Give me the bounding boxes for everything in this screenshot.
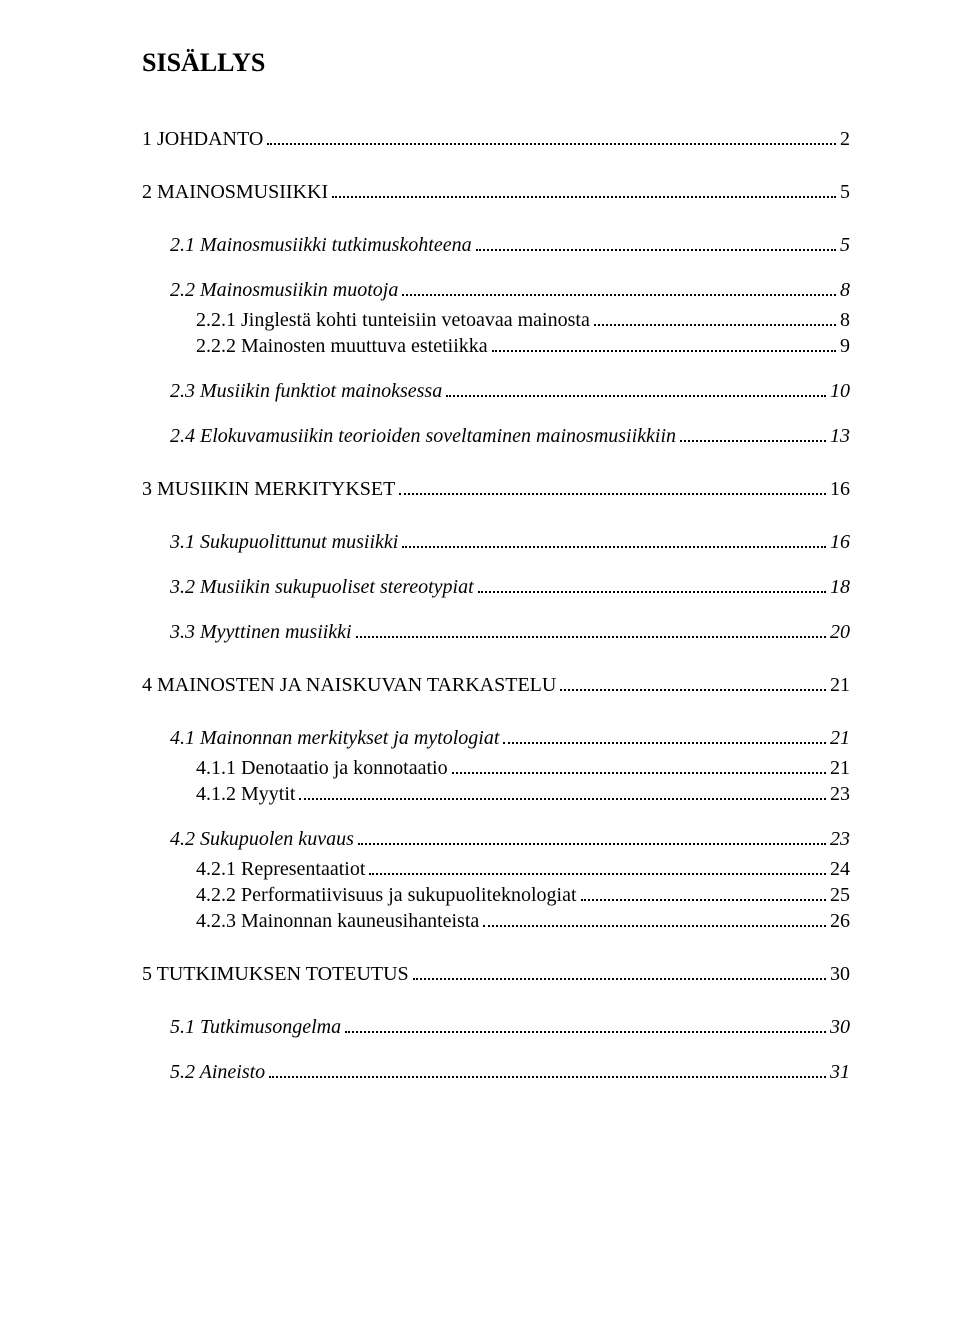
toc-leader-dots [594,314,836,326]
toc-leader-dots [413,968,826,980]
toc-entry-label: 4.1 Mainonnan merkitykset ja mytologiat [170,727,499,750]
toc-entry-label: 2.2 Mainosmusiikin muotoja [170,279,398,302]
toc-entry: 4.2 Sukupuolen kuvaus 23 [142,828,850,851]
toc-entry-label: 3.1 Sukupuolittunut musiikki [170,531,398,554]
toc-entry-page: 16 [830,478,850,501]
toc-entry-page: 30 [830,963,850,986]
page-title: SISÄLLYS [142,48,850,78]
toc-entry: 2.3 Musiikin funktiot mainoksessa 10 [142,380,850,403]
toc-entry-page: 25 [830,884,850,907]
toc-leader-dots [478,581,826,593]
toc-entry-page: 16 [830,531,850,554]
toc-entry: 2.1 Mainosmusiikki tutkimuskohteena 5 [142,234,850,257]
toc-leader-dots [452,762,826,774]
toc-leader-dots [680,430,826,442]
toc-entry-label: 4 MAINOSTEN JA NAISKUVAN TARKASTELU [142,674,556,697]
toc-leader-dots [483,915,826,927]
toc-entry-page: 26 [830,910,850,933]
toc-entry-label: 3.2 Musiikin sukupuoliset stereotypiat [170,576,474,599]
toc-entry-label: 4.2 Sukupuolen kuvaus [170,828,354,851]
toc-leader-dots [399,483,826,495]
toc-entry-page: 21 [830,757,850,780]
toc-entry-page: 13 [830,425,850,448]
toc-entry-page: 21 [830,674,850,697]
toc-leader-dots [402,284,836,296]
toc-entry-page: 5 [840,181,850,204]
toc-entry-label: 4.1.2 Myytit [196,783,295,806]
toc-entry-label: 3 MUSIIKIN MERKITYKSET [142,478,395,501]
toc-entry-page: 8 [840,279,850,302]
toc-entry: 3.1 Sukupuolittunut musiikki 16 [142,531,850,554]
toc-entry: 2.2.1 Jinglestä kohti tunteisiin vetoava… [142,309,850,332]
document-page: SISÄLLYS 1 JOHDANTO22 MAINOSMUSIIKKI52.1… [0,0,960,1318]
toc-entry-label: 1 JOHDANTO [142,128,263,151]
toc-leader-dots [446,385,826,397]
toc-entry-page: 10 [830,380,850,403]
toc-entry-page: 24 [830,858,850,881]
toc-entry: 4.2.3 Mainonnan kauneusihanteista 26 [142,910,850,933]
toc-leader-dots [299,788,826,800]
toc-leader-dots [267,133,836,145]
toc-entry: 2 MAINOSMUSIIKKI 5 [142,181,850,204]
toc-entry: 5.1 Tutkimusongelma 30 [142,1016,850,1039]
toc-entry-page: 2 [840,128,850,151]
toc-leader-dots [402,536,826,548]
toc-entry: 3 MUSIIKIN MERKITYKSET 16 [142,478,850,501]
toc-entry: 5 TUTKIMUKSEN TOTEUTUS 30 [142,963,850,986]
toc-entry-label: 2.1 Mainosmusiikki tutkimuskohteena [170,234,472,257]
toc-leader-dots [269,1066,826,1078]
toc-entry-label: 2 MAINOSMUSIIKKI [142,181,328,204]
toc-entry-page: 30 [830,1016,850,1039]
toc-entry-label: 4.2.3 Mainonnan kauneusihanteista [196,910,479,933]
toc-entry-label: 4.1.1 Denotaatio ja konnotaatio [196,757,448,780]
toc-leader-dots [581,889,826,901]
toc-entry-label: 4.2.1 Representaatiot [196,858,365,881]
toc-leader-dots [503,732,826,744]
toc-entry-label: 5.1 Tutkimusongelma [170,1016,341,1039]
toc-entry: 3.3 Myyttinen musiikki 20 [142,621,850,644]
toc-entry-label: 4.2.2 Performatiivisuus ja sukupuolitekn… [196,884,577,907]
toc-entry: 4.1.1 Denotaatio ja konnotaatio 21 [142,757,850,780]
toc-entry-label: 5 TUTKIMUKSEN TOTEUTUS [142,963,409,986]
toc-entry-page: 18 [830,576,850,599]
toc-leader-dots [560,679,826,691]
toc-leader-dots [345,1021,826,1033]
toc-entry-page: 20 [830,621,850,644]
toc-leader-dots [356,626,826,638]
toc-entry-page: 5 [840,234,850,257]
toc-leader-dots [492,340,836,352]
toc-entry-page: 21 [830,727,850,750]
toc-leader-dots [476,239,836,251]
toc-entry-label: 2.2.1 Jinglestä kohti tunteisiin vetoava… [196,309,590,332]
toc-entry-label: 2.2.2 Mainosten muuttuva estetiikka [196,335,488,358]
toc-entry: 4.1 Mainonnan merkitykset ja mytologiat 2… [142,727,850,750]
toc-entry-label: 3.3 Myyttinen musiikki [170,621,352,644]
toc-leader-dots [358,833,826,845]
toc-entry: 4.1.2 Myytit 23 [142,783,850,806]
toc-entry-page: 23 [830,828,850,851]
toc-entry-page: 8 [840,309,850,332]
toc-leader-dots [369,863,826,875]
toc-entry-label: 5.2 Aineisto [170,1061,265,1084]
toc-entry: 2.2 Mainosmusiikin muotoja 8 [142,279,850,302]
toc-entry: 2.4 Elokuvamusiikin teorioiden soveltami… [142,425,850,448]
toc-entry: 4.2.1 Representaatiot 24 [142,858,850,881]
toc-entry-page: 9 [840,335,850,358]
toc-leader-dots [332,186,836,198]
toc-entry-label: 2.3 Musiikin funktiot mainoksessa [170,380,442,403]
toc-entry: 3.2 Musiikin sukupuoliset stereotypiat 18 [142,576,850,599]
toc-entry: 4 MAINOSTEN JA NAISKUVAN TARKASTELU 21 [142,674,850,697]
toc-entry: 5.2 Aineisto 31 [142,1061,850,1084]
toc-entry: 4.2.2 Performatiivisuus ja sukupuolitekn… [142,884,850,907]
table-of-contents: 1 JOHDANTO22 MAINOSMUSIIKKI52.1 Mainosmu… [142,128,850,1084]
toc-entry: 1 JOHDANTO 2 [142,128,850,151]
toc-entry-page: 23 [830,783,850,806]
toc-entry-page: 31 [830,1061,850,1084]
toc-entry: 2.2.2 Mainosten muuttuva estetiikka 9 [142,335,850,358]
toc-entry-label: 2.4 Elokuvamusiikin teorioiden soveltami… [170,425,676,448]
